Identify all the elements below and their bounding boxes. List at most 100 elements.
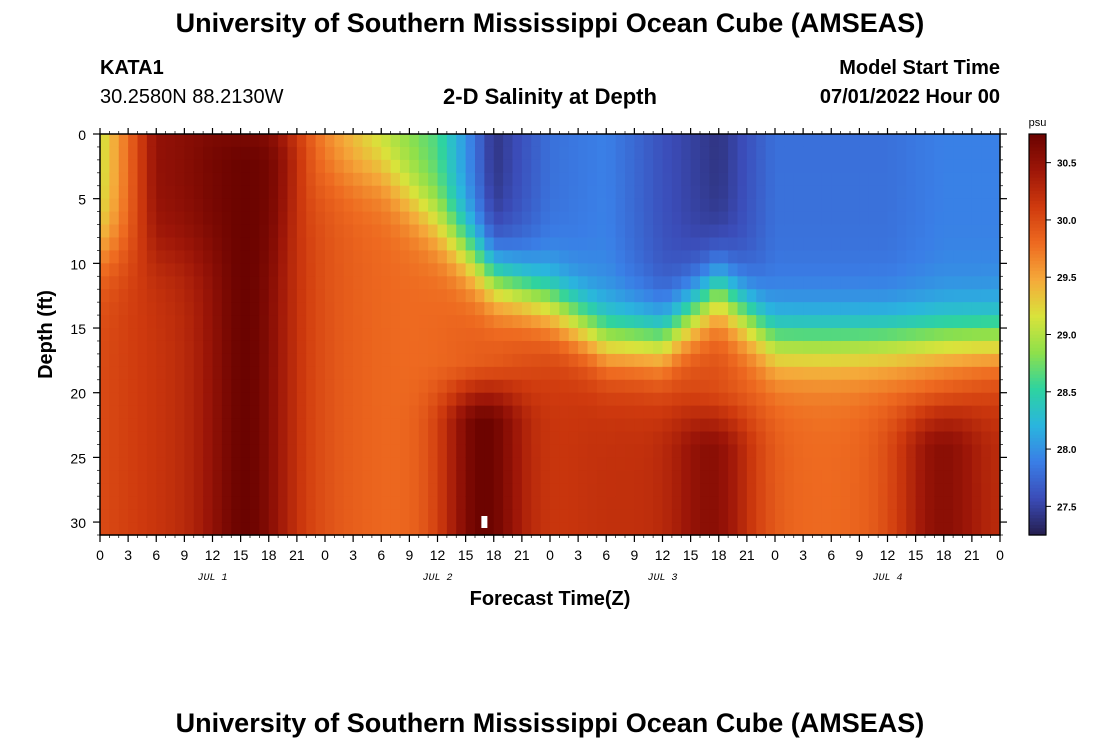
heatmap-cell [568,172,579,187]
heatmap-cell [662,146,673,161]
heatmap-cell [606,328,617,342]
heatmap-cell [784,237,795,252]
colorbar-segment [1029,454,1046,459]
heatmap-cell [643,185,654,200]
heatmap-cell [484,237,495,252]
heatmap-cell [540,483,551,497]
heatmap-cell [493,340,504,355]
heatmap-cell [193,457,204,471]
heatmap-cell [962,250,973,264]
colorbar-segment [1029,317,1046,322]
heatmap-cell [521,470,532,484]
heatmap-cell [737,185,748,200]
heatmap-cell [390,353,401,368]
heatmap-cell [578,276,589,290]
heatmap-cell [503,328,514,342]
heatmap-cell [221,146,232,161]
heatmap-cell [671,198,682,213]
heatmap-cell [709,522,720,536]
heatmap-cell [390,328,401,342]
heatmap-cell [596,134,607,148]
x-tick-label: 0 [996,547,1004,563]
heatmap-cell [896,146,907,161]
heatmap-cell [812,470,823,484]
colorbar-segment [1029,387,1046,392]
heatmap-cell [671,444,682,458]
heatmap-cell [512,289,523,303]
heatmap-cell [109,263,120,277]
heatmap-cell [803,237,814,252]
heatmap-cell [934,522,945,536]
heatmap-cell [840,172,851,187]
heatmap-cell [146,431,157,446]
heatmap-cell [418,328,429,342]
heatmap-cell [934,405,945,420]
heatmap-cell [315,172,326,187]
heatmap-cell [306,405,317,420]
heatmap-cell [971,340,982,355]
heatmap-cell [484,146,495,161]
heatmap-cell [381,340,392,355]
heatmap-cell [306,509,317,523]
colorbar-segment [1029,428,1046,433]
heatmap-cell [625,379,635,394]
heatmap-cell [231,302,242,316]
heatmap-cell [512,483,523,497]
heatmap-cell [812,198,823,213]
heatmap-cell [250,366,260,381]
heatmap-cell [662,237,673,252]
heatmap-cell [578,185,589,200]
heatmap-cell [193,353,204,368]
heatmap-cell [503,134,514,148]
heatmap-cell [700,302,710,316]
heatmap-cell [662,224,673,239]
heatmap-cell [709,146,720,161]
heatmap-cell [465,483,476,497]
heatmap-cell [915,340,926,355]
heatmap-cell [475,134,485,148]
heatmap-cell [287,418,298,433]
heatmap-cell [831,444,842,458]
heatmap-cell [503,405,514,420]
heatmap-cell [475,237,485,252]
heatmap-cell [128,224,139,239]
heatmap-cell [831,302,842,316]
heatmap-cell [446,224,457,239]
heatmap-cell [681,405,692,420]
heatmap-cell [878,198,889,213]
colorbar-segment [1029,147,1046,152]
heatmap-cell [259,496,270,510]
heatmap-cell [737,302,748,316]
heatmap-cell [381,522,392,536]
heatmap-cell [700,522,710,536]
heatmap-cell [531,172,542,187]
heatmap-cell [362,198,373,213]
heatmap-cell [231,315,242,329]
heatmap-cell [681,211,692,226]
heatmap-cell [878,444,889,458]
heatmap-cell [484,134,495,148]
heatmap-cell [446,522,457,536]
heatmap-cell [540,444,551,458]
heatmap-cell [821,366,832,381]
heatmap-cell [203,340,214,355]
heatmap-cell [465,418,476,433]
heatmap-cell [943,392,954,407]
heatmap-cell [278,496,289,510]
heatmap-cell [906,405,917,420]
colorbar-segment [1029,184,1046,189]
x-tick-label: 18 [711,547,727,563]
heatmap-cell [878,483,889,497]
heatmap-cell [212,315,223,329]
heatmap-cell [578,457,589,471]
heatmap-cell [334,146,345,161]
heatmap-cell [306,159,317,174]
heatmap-cell [868,237,879,252]
heatmap-cell [718,483,729,497]
heatmap-cell [784,198,795,213]
heatmap-cell [596,315,607,329]
heatmap-cell [587,444,598,458]
heatmap-cell [390,172,401,187]
heatmap-cell [400,211,410,226]
heatmap-cell [278,302,289,316]
